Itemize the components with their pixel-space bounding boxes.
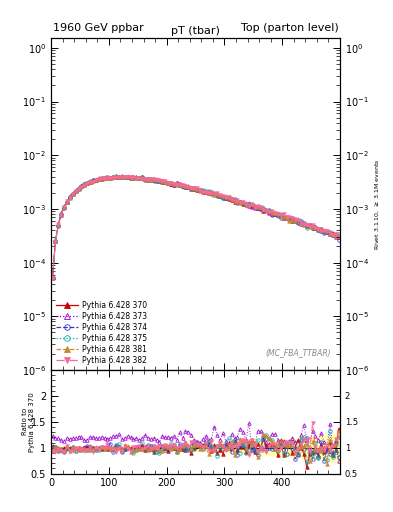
Y-axis label: Ratio to
Pythia 6.428 370: Ratio to Pythia 6.428 370 [22, 392, 35, 452]
Text: (MC_FBA_TTBAR): (MC_FBA_TTBAR) [266, 348, 331, 357]
Text: 1960 GeV ppbar: 1960 GeV ppbar [53, 23, 144, 33]
Text: Top (parton level): Top (parton level) [241, 23, 339, 33]
Y-axis label: Rivet 3.1.10, $\geq$ 3.1M events: Rivet 3.1.10, $\geq$ 3.1M events [373, 158, 381, 250]
Legend: Pythia 6.428 370, Pythia 6.428 373, Pythia 6.428 374, Pythia 6.428 375, Pythia 6: Pythia 6.428 370, Pythia 6.428 373, Pyth… [55, 300, 148, 366]
Title: pT (tbar): pT (tbar) [171, 26, 220, 36]
